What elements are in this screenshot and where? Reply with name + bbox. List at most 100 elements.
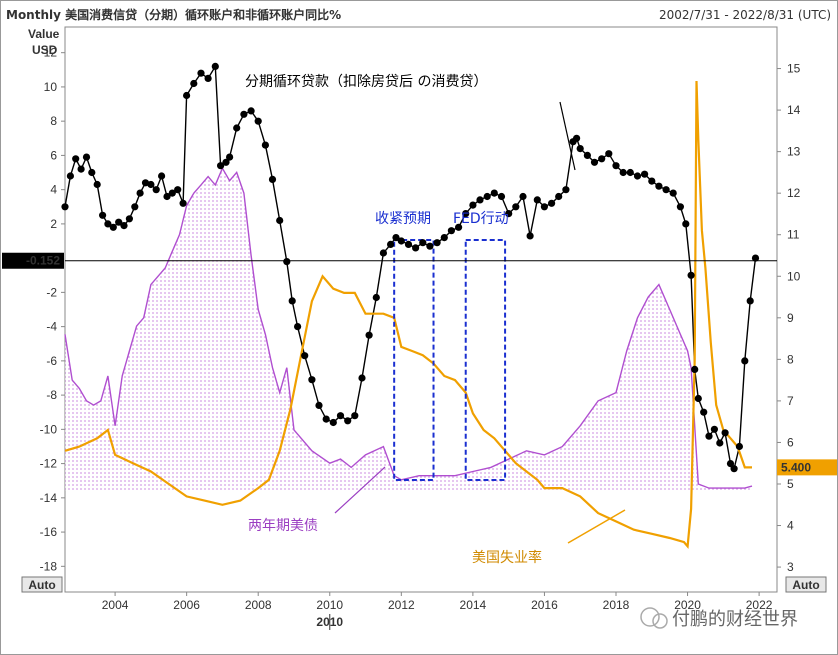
installment-point bbox=[648, 177, 656, 185]
x-tick-label: 2004 bbox=[102, 598, 129, 612]
x-tick-label: 2012 bbox=[388, 598, 415, 612]
installment-point bbox=[426, 242, 434, 250]
watermark-text: 付鹏的财经世界 bbox=[672, 609, 798, 630]
left-unit-usd: USD bbox=[32, 43, 58, 57]
left-tick-label: -10 bbox=[40, 422, 58, 436]
installment-point bbox=[716, 439, 724, 447]
installment-point bbox=[669, 189, 677, 197]
installment-point bbox=[387, 240, 395, 248]
installment-point bbox=[288, 297, 296, 305]
auto-left-label: Auto bbox=[28, 578, 55, 592]
installment-point bbox=[99, 211, 107, 219]
two-year-area bbox=[65, 168, 752, 491]
installment-point bbox=[372, 293, 380, 302]
left-tick-label: -12 bbox=[40, 457, 58, 471]
left-unit-value: Value bbox=[28, 27, 60, 41]
installment-point bbox=[147, 180, 155, 189]
right-tick-label: 11 bbox=[787, 228, 800, 242]
right-tick-label: 4 bbox=[787, 519, 794, 533]
installment-point bbox=[662, 186, 670, 194]
left-tick-label: -18 bbox=[40, 559, 58, 573]
installment-point bbox=[612, 162, 620, 170]
installment-point bbox=[240, 110, 248, 118]
left-tick-label: -4 bbox=[46, 320, 57, 334]
installment-point bbox=[687, 271, 695, 279]
installment-point bbox=[322, 415, 330, 423]
installment-point bbox=[433, 239, 441, 247]
installment-point bbox=[294, 323, 302, 331]
axis-ticks: 12 10 8 6 4 2 -2 -4 -6 -8 -10 -12 -14 -16 -18 15 14 13 12 1… bbox=[40, 46, 801, 630]
annotation-two-year-arrow bbox=[334, 466, 386, 514]
installment-point bbox=[77, 165, 85, 173]
installment-point bbox=[183, 91, 191, 100]
installment-point bbox=[710, 425, 719, 433]
right-tick-label: 14 bbox=[787, 103, 801, 117]
auto-button-left[interactable]: Auto bbox=[21, 576, 63, 593]
installment-point bbox=[555, 192, 563, 201]
installment-point bbox=[301, 352, 309, 360]
installment-point bbox=[254, 117, 262, 125]
installment-point bbox=[211, 62, 219, 70]
installment-point bbox=[526, 232, 534, 240]
installment-point bbox=[268, 175, 277, 183]
installment-point bbox=[61, 203, 69, 211]
two-year-fill bbox=[65, 168, 752, 491]
installment-point bbox=[633, 172, 642, 180]
installment-point bbox=[548, 199, 556, 207]
installment-point bbox=[344, 417, 352, 425]
installment-point bbox=[497, 192, 506, 201]
right-tick-label: 13 bbox=[787, 145, 801, 159]
annotation-installment-arrow bbox=[559, 101, 576, 171]
installment-point bbox=[226, 153, 234, 161]
installment-point bbox=[204, 74, 212, 82]
unemployment-line bbox=[64, 80, 752, 549]
installment-point bbox=[131, 203, 139, 211]
installment-point bbox=[682, 220, 690, 228]
installment-point bbox=[93, 180, 101, 189]
left-tick-label: 6 bbox=[50, 148, 57, 162]
installment-point bbox=[336, 412, 345, 420]
left-tick-label: -8 bbox=[46, 388, 57, 402]
installment-point bbox=[379, 249, 387, 257]
auto-button-right[interactable]: Auto bbox=[785, 576, 827, 593]
installment-point bbox=[351, 412, 359, 420]
installment-point bbox=[141, 179, 150, 187]
installment-point bbox=[163, 192, 171, 201]
installment-point bbox=[315, 401, 323, 409]
installment-point bbox=[404, 240, 413, 248]
x-tick-label: 2018 bbox=[603, 598, 630, 612]
installment-point bbox=[619, 168, 627, 177]
chart-title: Monthly 美国消费信贷（分期）循环账户和非循环账户同比% bbox=[6, 7, 341, 22]
installment-point bbox=[276, 216, 284, 225]
left-tick-label: 12 bbox=[44, 46, 58, 60]
installment-point bbox=[676, 203, 685, 211]
installment-point bbox=[88, 168, 96, 177]
right-tick-label: 9 bbox=[787, 311, 794, 325]
reference-value: -0.152 bbox=[26, 254, 60, 268]
right-tick-label: 10 bbox=[787, 269, 801, 283]
installment-point bbox=[519, 192, 527, 201]
installment-point bbox=[476, 196, 484, 204]
installment-point bbox=[590, 158, 599, 166]
installment-point bbox=[120, 222, 128, 230]
installment-point bbox=[721, 429, 729, 437]
installment-point bbox=[308, 376, 316, 384]
annotations: 分期循环贷款（扣除房贷后 の消费贷） 收紧预期 FED行动 两年期美债 美国失业… bbox=[245, 74, 626, 566]
plot-area bbox=[64, 26, 778, 593]
installment-point bbox=[694, 394, 702, 403]
wechat-icon-bubble bbox=[652, 613, 668, 629]
installment-point bbox=[576, 145, 584, 153]
annotation-two-year: 两年期美债 bbox=[248, 518, 318, 534]
installment-point bbox=[174, 186, 182, 194]
installment-point bbox=[490, 189, 498, 197]
installment-point bbox=[598, 155, 606, 163]
installment-point bbox=[115, 218, 123, 226]
x-tick-label: 2014 bbox=[460, 598, 487, 612]
installment-point bbox=[168, 189, 176, 197]
installment-point bbox=[730, 465, 738, 473]
highlight-boxes bbox=[393, 239, 507, 481]
installment-point bbox=[626, 168, 634, 177]
installment-point bbox=[109, 223, 117, 231]
